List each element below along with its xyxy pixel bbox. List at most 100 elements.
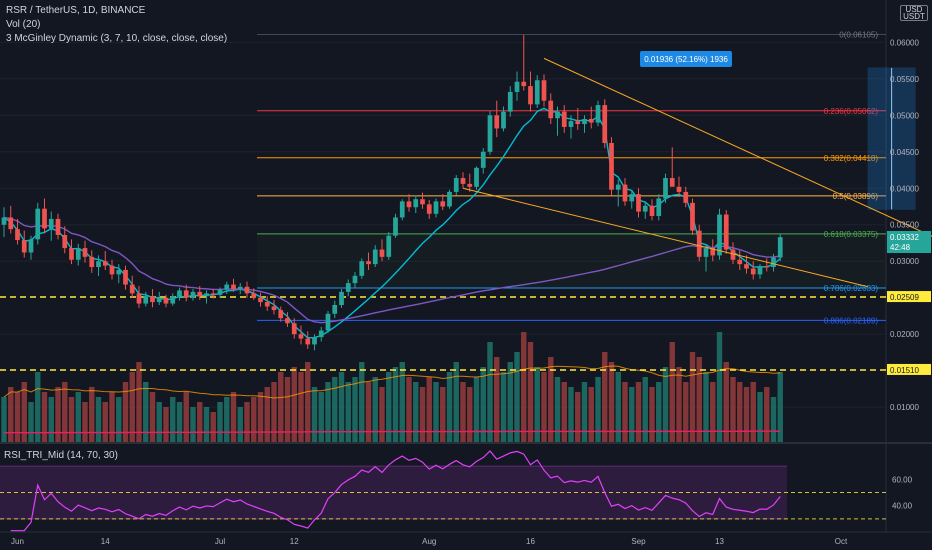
candle-body	[332, 305, 338, 314]
volume-bar	[419, 387, 426, 442]
time-tick-label: 16	[526, 537, 535, 546]
time-axis[interactable]: Jun 14 Jul 12 Aug 16 Sep 13 Oct	[11, 537, 848, 546]
volume-bar	[581, 382, 588, 442]
trendline	[543, 57, 932, 237]
candle-body	[663, 178, 668, 199]
rsi-line	[10, 450, 781, 532]
candle-body	[723, 214, 729, 250]
volume-bar	[689, 352, 696, 442]
candle-body	[8, 217, 14, 230]
volume-bar	[554, 377, 561, 442]
candle-body	[494, 115, 500, 129]
volume-bar	[143, 382, 149, 442]
volume-bar	[642, 377, 648, 442]
volume-legend[interactable]: Vol (20)	[6, 19, 41, 30]
horizontal-levels[interactable]	[0, 296, 886, 371]
currency-badge-top: USD	[905, 5, 923, 14]
candle-body	[210, 293, 216, 295]
rsi-legend[interactable]: RSI_TRI_Mid (14, 70, 30)	[4, 450, 118, 461]
candle-body	[237, 286, 243, 289]
volume-bar	[183, 392, 189, 442]
candle-body	[359, 261, 365, 276]
candle-body	[426, 204, 432, 214]
volume-bar	[743, 387, 750, 442]
volume-ma-line	[3, 365, 781, 399]
volume-bar	[467, 387, 473, 442]
volume-bar	[129, 372, 135, 442]
volume-bar	[291, 367, 297, 442]
candle-body	[163, 297, 169, 304]
volume-bar	[28, 402, 34, 442]
fib-label: 0.236(0.05062)	[824, 107, 879, 116]
volume-bar	[575, 392, 581, 442]
bar-countdown: 42:48	[890, 243, 911, 252]
time-tick-label: Jun	[11, 537, 24, 546]
volume-bar	[149, 392, 156, 442]
volume-bar	[325, 382, 331, 442]
price-label: 0.03332	[890, 233, 919, 242]
candle-body	[649, 205, 655, 216]
candle-body	[393, 217, 398, 236]
volume-bar	[372, 377, 378, 442]
indicator-legend[interactable]: 3 McGinley Dynamic (3, 7, 10, close, clo…	[6, 33, 228, 44]
candle-body	[116, 269, 122, 275]
volume-bar	[629, 387, 635, 442]
candle-body	[487, 115, 493, 152]
time-tick-label: Sep	[631, 537, 646, 546]
candle-body	[305, 338, 311, 345]
candle-body	[150, 296, 155, 303]
volume-bar	[649, 387, 655, 442]
candle-body	[730, 249, 736, 260]
volume-bar	[156, 402, 162, 442]
volume-bar	[55, 387, 61, 442]
time-tick-label: 12	[290, 537, 299, 546]
volume-bar	[406, 377, 412, 442]
volume-bar	[264, 387, 270, 442]
trendlines[interactable]	[462, 57, 932, 288]
candle-body	[21, 240, 27, 253]
volume-bar	[710, 382, 716, 442]
volume-bar	[521, 332, 527, 442]
fib-label: 0.5(0.03896)	[833, 192, 879, 201]
volume-bar	[392, 367, 399, 442]
volume-bar	[426, 377, 432, 442]
candle-body	[352, 275, 358, 284]
candle-body	[298, 334, 304, 339]
candle-body	[62, 234, 68, 249]
measure-tool[interactable]: 0.01936 (52.16%) 1936	[640, 51, 916, 210]
volume-bar	[656, 382, 662, 442]
volume-bar	[305, 362, 311, 442]
price-axis[interactable]: 0.06000 0.05500 0.05000 0.04500 0.04000 0.035…	[887, 38, 931, 511]
measure-label-bg	[640, 51, 732, 67]
volume-bar	[602, 352, 608, 442]
volume-bar	[622, 382, 628, 442]
volume-bar	[35, 372, 41, 442]
volume-bar	[116, 397, 122, 442]
candle-body	[89, 256, 95, 268]
volume-bar	[210, 412, 216, 442]
candle-body	[467, 183, 473, 187]
candle-body	[379, 249, 385, 257]
time-tick-label: 13	[715, 537, 724, 546]
candle-body	[217, 289, 223, 295]
volume-bar	[8, 387, 14, 442]
candle-body	[291, 323, 297, 335]
candle-body	[406, 201, 412, 208]
candle-body	[413, 199, 419, 208]
candle-body	[183, 290, 189, 298]
volume-bar	[473, 377, 480, 442]
candle-body	[82, 248, 88, 257]
candle-body	[224, 284, 230, 290]
price-label-bg	[887, 291, 931, 303]
volume-bar	[730, 377, 736, 442]
candle-body	[69, 248, 74, 260]
currency-badge[interactable]: USD USDT	[900, 5, 928, 21]
candle-body	[548, 100, 554, 119]
symbol-legend[interactable]: RSR / TetherUS, 1D, BINANCE	[6, 5, 146, 16]
currency-badge-bottom: USDT	[903, 12, 925, 21]
price-tick-label: 0.02000	[890, 330, 919, 339]
volume-bar	[89, 387, 95, 442]
volume-bar	[224, 397, 230, 442]
